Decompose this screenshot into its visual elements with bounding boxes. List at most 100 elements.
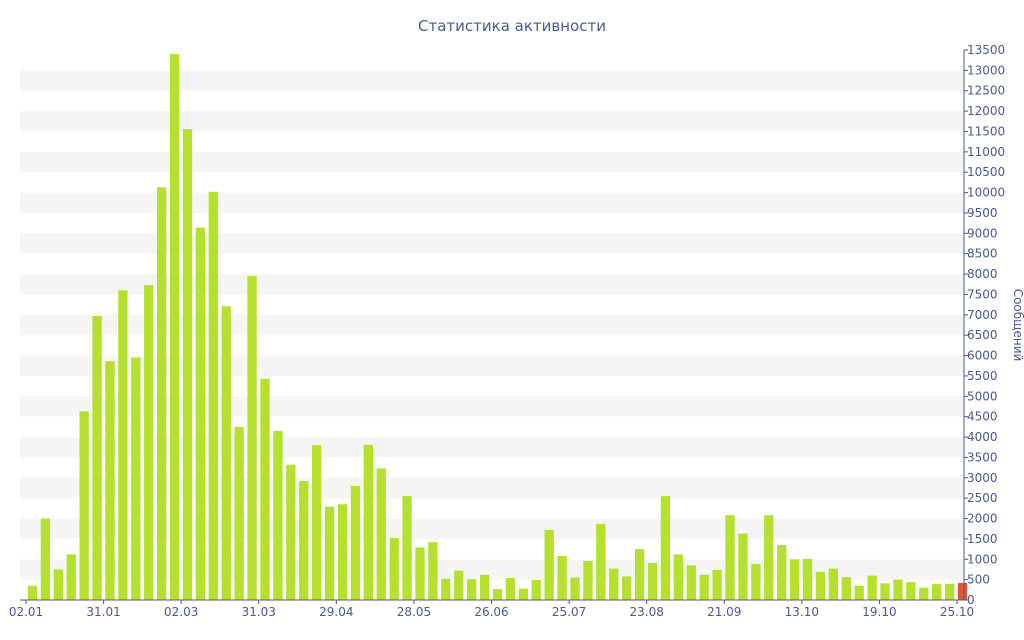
bar[interactable] [854, 585, 864, 600]
y-tick-label: 6500 [967, 328, 998, 342]
bar[interactable] [286, 464, 296, 600]
bar[interactable] [518, 588, 528, 600]
bar[interactable] [673, 554, 683, 600]
bar[interactable] [234, 426, 244, 600]
y-tick-label: 1500 [967, 532, 998, 546]
bar[interactable] [79, 411, 89, 600]
y-tick-label: 4000 [967, 430, 998, 444]
y-tick-label: 11500 [967, 124, 1005, 138]
bar[interactable] [634, 549, 645, 600]
bar[interactable] [182, 129, 193, 601]
bar[interactable] [53, 569, 63, 600]
bar[interactable] [208, 191, 218, 600]
bar[interactable] [893, 579, 903, 600]
y-tick-label: 11000 [967, 145, 1005, 159]
bar[interactable] [363, 444, 373, 600]
bar[interactable] [492, 589, 503, 600]
bar[interactable] [686, 565, 696, 600]
bar[interactable] [40, 518, 51, 600]
bar[interactable] [802, 558, 813, 600]
bar[interactable] [273, 430, 283, 600]
bar[interactable] [402, 496, 412, 600]
grid-band [20, 70, 964, 91]
x-tick-label: 26.06 [474, 605, 508, 619]
bar[interactable] [92, 316, 102, 600]
chart-title: Статистика активности [418, 17, 606, 35]
bar[interactable] [441, 578, 451, 600]
bar[interactable] [764, 515, 774, 600]
y-tick-label: 3500 [967, 450, 998, 464]
bar[interactable] [376, 468, 386, 600]
bar[interactable] [389, 538, 399, 600]
bar[interactable] [919, 587, 929, 600]
bar[interactable] [156, 187, 167, 601]
y-tick-label: 5000 [967, 389, 998, 403]
y-tick-label: 7500 [967, 287, 998, 301]
y-tick-label: 5500 [967, 369, 998, 383]
bar[interactable] [906, 582, 916, 600]
bar[interactable] [454, 570, 464, 600]
bar[interactable] [777, 545, 787, 600]
grid-band [20, 151, 964, 173]
bar[interactable] [337, 504, 348, 600]
bar[interactable] [725, 515, 735, 600]
bar[interactable] [105, 361, 115, 600]
bar[interactable] [195, 227, 206, 600]
bar[interactable] [828, 568, 839, 600]
x-tick-label: 23.08 [629, 605, 663, 619]
bar[interactable] [221, 306, 231, 600]
bar[interactable] [932, 584, 942, 600]
y-tick-label: 7000 [967, 308, 998, 322]
bar[interactable] [867, 575, 877, 600]
bar[interactable] [738, 533, 748, 600]
y-tick-label: 2000 [967, 512, 998, 526]
bar[interactable] [660, 496, 671, 600]
bar[interactable] [479, 574, 490, 600]
bar[interactable] [169, 54, 180, 600]
bar[interactable] [557, 556, 567, 600]
bar[interactable] [815, 571, 826, 600]
bar-series [27, 54, 968, 601]
bar[interactable] [880, 583, 890, 600]
bar[interactable] [531, 580, 541, 600]
bar[interactable] [428, 542, 438, 600]
bar[interactable] [699, 574, 709, 600]
bar[interactable] [596, 523, 606, 600]
bar[interactable] [789, 559, 800, 600]
x-tick-label: 31.03 [242, 605, 276, 619]
bar[interactable] [260, 378, 270, 600]
bar[interactable] [544, 529, 554, 600]
x-tick-label: 02.03 [164, 605, 198, 619]
bar[interactable] [131, 357, 141, 600]
bar[interactable] [144, 285, 154, 600]
x-tick-label: 29.04 [319, 605, 353, 619]
bar[interactable] [647, 562, 658, 600]
bar[interactable] [247, 276, 257, 600]
bar[interactable] [27, 585, 38, 600]
y-tick-label: 9000 [967, 226, 998, 240]
bar[interactable] [415, 547, 425, 600]
bar[interactable] [118, 290, 128, 600]
bar[interactable] [312, 445, 322, 600]
bar[interactable] [467, 579, 477, 600]
y-tick-label: 1000 [967, 552, 998, 566]
bar[interactable] [751, 564, 761, 600]
bar[interactable] [66, 554, 76, 600]
y-axis-label: Сообщений [1011, 289, 1024, 362]
bar[interactable] [583, 560, 593, 600]
bar[interactable] [505, 578, 516, 600]
bar[interactable] [350, 485, 361, 600]
bar[interactable] [622, 576, 632, 600]
bar[interactable] [299, 481, 309, 600]
y-tick-label: 0 [967, 593, 975, 607]
x-tick-label: 02.01 [9, 605, 43, 619]
bar[interactable] [570, 577, 580, 600]
bar[interactable] [324, 506, 335, 600]
bar[interactable] [609, 568, 619, 600]
bar[interactable] [712, 569, 722, 600]
y-tick-label: 9500 [967, 206, 998, 220]
bar[interactable] [944, 583, 955, 600]
bar[interactable] [841, 577, 851, 600]
bar[interactable] [957, 582, 968, 600]
